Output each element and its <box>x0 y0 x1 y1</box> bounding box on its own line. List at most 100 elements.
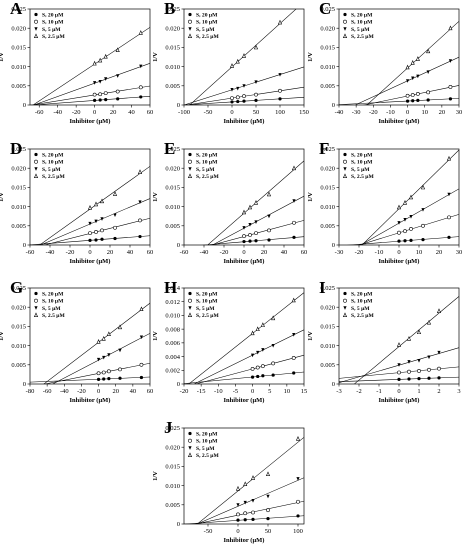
data-point-4 <box>33 33 39 39</box>
data-point-4 <box>113 236 117 241</box>
data-point-5 <box>448 97 453 101</box>
data-point-4 <box>342 173 348 178</box>
data-point-1 <box>230 88 234 92</box>
series-3 <box>211 195 304 245</box>
data-point-4 <box>426 90 431 95</box>
data-point-4 <box>254 80 258 84</box>
chart-panel-i: I -3 -2 -1 0 1 2 3 0 0.005 0.010 0.015 0.020 0.025 Inh… <box>307 278 461 404</box>
x-tick-label: -40 <box>335 109 344 116</box>
legend-label: S, 2.5 μM <box>196 453 219 459</box>
legend-label: S, 10 μM <box>351 160 373 166</box>
data-point-3 <box>417 369 421 373</box>
x-tick-label: -60 <box>26 249 35 256</box>
y-tick-label: 0 <box>177 521 180 528</box>
data-point-5 <box>296 477 300 481</box>
data-point-1 <box>397 221 401 225</box>
data-point-5 <box>447 235 451 239</box>
panel-letter: E <box>164 139 175 158</box>
x-axis-title: Inhibitor (μM) <box>224 258 265 265</box>
data-point-3 <box>416 74 420 79</box>
legend-label: S, 2.5 μM <box>351 174 374 180</box>
data-point-1 <box>34 291 38 296</box>
x-tick-label: -20 <box>355 249 364 256</box>
x-tick-label: 3 <box>457 388 460 395</box>
legend-label: S, 2.5 μM <box>351 313 374 319</box>
series-2 <box>194 354 304 384</box>
data-point-1 <box>92 60 97 66</box>
data-point-3 <box>100 228 104 233</box>
series-3 <box>339 347 459 383</box>
legend: S, 20 μMS, 10 μMS, 5 μMS, 2.5 μM <box>33 153 65 180</box>
x-tick-label: -40 <box>60 388 69 395</box>
legend-label: S, 10 μM <box>351 299 373 305</box>
y-tick-label: 0.012 <box>165 299 180 306</box>
data-point-1 <box>405 79 410 83</box>
y-tick-label: 0.010 <box>11 64 26 71</box>
data-point-4 <box>426 48 431 54</box>
y-axis-title: 1/V <box>152 52 159 62</box>
x-tick-label: -20 <box>66 249 75 256</box>
plot-frame <box>29 8 151 106</box>
legend-label: S, 10 μM <box>42 160 64 166</box>
data-point-4 <box>267 238 271 242</box>
data-point-4 <box>427 355 431 360</box>
data-point-4 <box>253 44 259 50</box>
series-4 <box>188 292 304 384</box>
data-point-4 <box>427 376 431 380</box>
y-axis-title: 1/V <box>0 52 5 62</box>
data-point-3 <box>251 517 255 521</box>
data-point-5 <box>292 235 296 239</box>
data-point-5 <box>291 165 297 171</box>
data-point-3 <box>254 231 258 235</box>
legend-label: S, 10 μM <box>351 20 373 26</box>
y-tick-label: 0.025 <box>165 146 180 153</box>
x-tick-label: 0 <box>97 388 100 395</box>
y-tick-label: 0 <box>23 242 26 249</box>
x-tick-label: 15 <box>301 388 308 395</box>
data-point-3 <box>106 331 111 336</box>
data-point-3 <box>261 374 265 378</box>
data-point-5 <box>437 350 441 355</box>
data-point-1 <box>96 339 101 344</box>
y-tick-label: 0.025 <box>320 285 335 292</box>
data-point-2 <box>256 374 260 379</box>
chart-panel-h: H -20 -15 -10 -5 0 5 10 15 0 0.002 0.004 0.006 0.008 0… <box>152 278 307 404</box>
legend-label: S, 10 μM <box>196 160 218 166</box>
data-point-5 <box>139 306 144 312</box>
data-point-3 <box>251 510 255 515</box>
data-point-2 <box>98 92 103 97</box>
y-axis-title: 1/V <box>152 331 159 341</box>
data-point-4 <box>420 184 426 190</box>
y-axis-title: 1/V <box>0 192 5 202</box>
data-point-4 <box>271 361 276 366</box>
y-tick-label: 0.010 <box>165 313 180 320</box>
legend: S, 20 μMS, 10 μMS, 5 μMS, 2.5 μM <box>187 292 219 319</box>
data-point-3 <box>254 220 258 224</box>
data-point-4 <box>33 312 39 318</box>
data-point-3 <box>409 238 413 242</box>
plot-frame <box>338 8 460 106</box>
y-tick-label: 0.020 <box>320 25 335 32</box>
x-tick-label: -40 <box>53 109 62 116</box>
data-point-4 <box>271 373 275 377</box>
data-point-3 <box>242 94 246 99</box>
series-line <box>52 333 150 384</box>
x-tick-label: 0 <box>242 249 245 256</box>
data-point-2 <box>407 369 411 374</box>
data-point-1 <box>236 503 240 507</box>
y-tick-label: 0 <box>332 381 335 388</box>
series-2 <box>194 499 304 524</box>
y-axis-title: 1/V <box>152 471 159 481</box>
series-line <box>339 98 459 105</box>
data-point-1 <box>236 518 240 522</box>
y-tick-label: 0.015 <box>11 45 26 52</box>
data-point-5 <box>278 73 282 77</box>
series-1 <box>184 514 304 524</box>
data-point-2 <box>243 481 248 486</box>
data-point-1 <box>250 367 255 371</box>
x-tick-label: -100 <box>178 109 190 116</box>
legend-label: S, 20 μM <box>196 153 218 159</box>
panel-letter: H <box>164 278 177 297</box>
data-point-3 <box>416 98 420 102</box>
data-point-4 <box>117 324 123 330</box>
